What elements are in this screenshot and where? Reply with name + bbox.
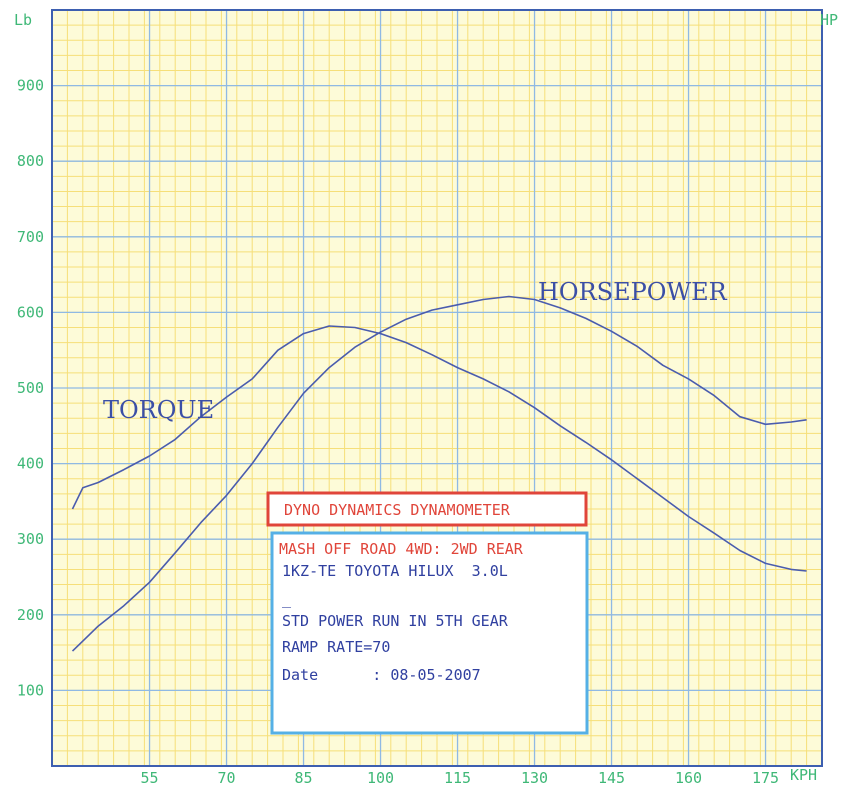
x-tick-label: 70 <box>218 769 236 787</box>
x-tick-label: 85 <box>295 769 313 787</box>
torque-curve-label: TORQUE <box>103 396 214 424</box>
x-tick-label: 130 <box>521 769 548 787</box>
info-line-blank: _ <box>282 590 292 608</box>
y-tick-label: 600 <box>17 303 44 321</box>
y-left-unit-label: Lb <box>14 11 32 29</box>
x-tick-label: 145 <box>598 769 625 787</box>
info-line-vehicle-owner: MASH OFF ROAD 4WD: 2WD REAR <box>279 540 524 558</box>
y-axis-ticks: 100 200 300 400 500 600 700 800 900 <box>17 77 44 700</box>
y-tick-label: 200 <box>17 606 44 624</box>
y-right-unit-label: HP <box>820 11 838 29</box>
x-axis-ticks: 55 70 85 100 115 130 145 160 175 <box>141 769 780 787</box>
info-line-run-type: STD POWER RUN IN 5TH GEAR <box>282 612 509 630</box>
x-tick-label: 115 <box>444 769 471 787</box>
y-tick-label: 900 <box>17 77 44 95</box>
info-line-date: Date : 08-05-2007 <box>282 666 481 684</box>
y-tick-label: 800 <box>17 152 44 170</box>
info-title: DYNO DYNAMICS DYNAMOMETER <box>284 501 511 519</box>
x-tick-label: 55 <box>141 769 159 787</box>
y-tick-label: 300 <box>17 530 44 548</box>
x-unit-label: KPH <box>790 766 817 784</box>
x-tick-label: 160 <box>675 769 702 787</box>
info-line-ramp-rate: RAMP RATE=70 <box>282 638 390 656</box>
y-tick-label: 100 <box>17 681 44 699</box>
x-tick-label: 175 <box>752 769 779 787</box>
x-tick-label: 100 <box>367 769 394 787</box>
info-title-box: DYNO DYNAMICS DYNAMOMETER <box>268 493 586 525</box>
info-details-box: MASH OFF ROAD 4WD: 2WD REAR 1KZ-TE TOYOT… <box>272 533 587 733</box>
y-tick-label: 500 <box>17 379 44 397</box>
horsepower-curve-label: HORSEPOWER <box>538 278 728 306</box>
info-line-engine: 1KZ-TE TOYOTA HILUX 3.0L <box>282 562 508 580</box>
y-tick-label: 400 <box>17 455 44 473</box>
y-tick-label: 700 <box>17 228 44 246</box>
